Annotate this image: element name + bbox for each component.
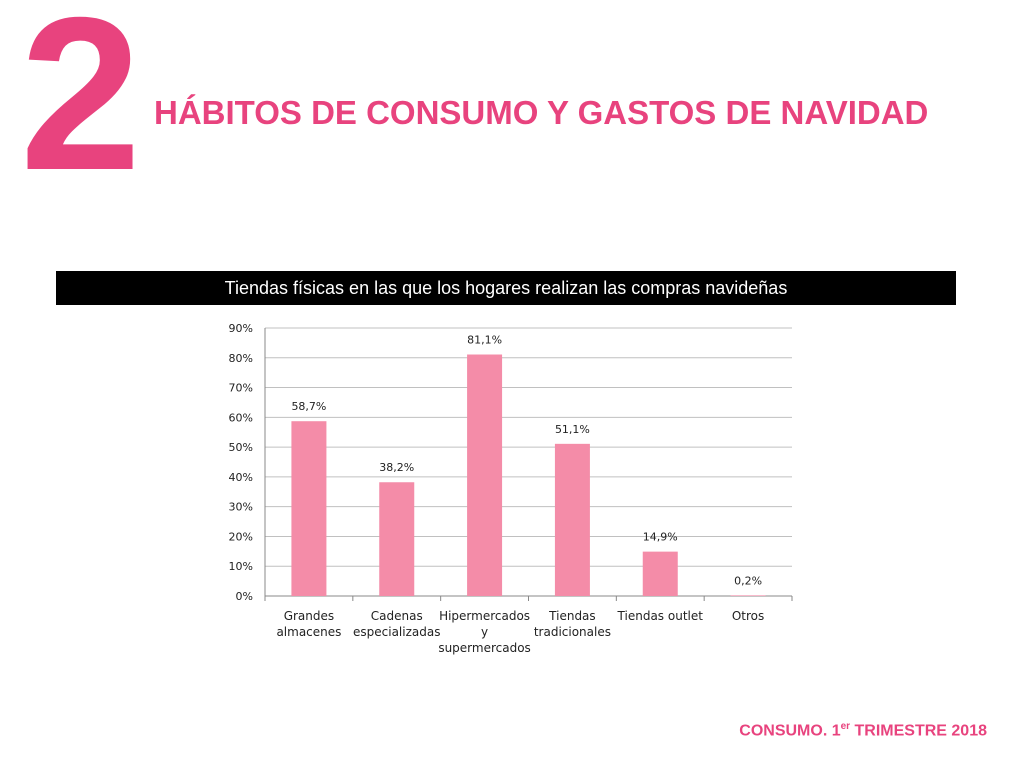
bar [291, 421, 327, 596]
data-label: 0,2% [734, 574, 762, 587]
bar [642, 551, 678, 596]
x-tick-label: Hipermercados [439, 609, 530, 623]
y-tick-label: 80% [229, 352, 253, 365]
footer-suffix: TRIMESTRE 2018 [850, 722, 988, 740]
y-tick-label: 40% [229, 471, 253, 484]
data-label: 58,7% [291, 400, 326, 413]
y-tick-label: 0% [236, 590, 253, 603]
bar [379, 482, 415, 596]
bar [554, 443, 590, 596]
x-tick-label: Grandes [284, 609, 334, 623]
y-tick-label: 50% [229, 441, 253, 454]
section-number: 2 [20, 0, 141, 216]
x-tick-label: Tiendas outlet [617, 609, 704, 623]
data-label: 14,9% [643, 531, 678, 544]
y-tick-label: 70% [229, 382, 253, 395]
data-label: 81,1% [467, 334, 502, 347]
x-tick-label: Otros [732, 609, 764, 623]
bar [467, 354, 503, 596]
y-tick-label: 20% [229, 530, 253, 543]
footer-label: CONSUMO. 1er TRIMESTRE 2018 [739, 721, 987, 740]
x-tick-label: Cadenas [371, 609, 423, 623]
data-label: 51,1% [555, 423, 590, 436]
data-label: 38,2% [379, 461, 414, 474]
footer-superscript: er [840, 721, 851, 732]
page-title: HÁBITOS DE CONSUMO Y GASTOS DE NAVIDAD [154, 94, 929, 131]
y-tick-label: 10% [229, 560, 253, 573]
y-tick-label: 90% [229, 322, 253, 335]
chart-title: Tiendas físicas en las que los hogares r… [56, 271, 956, 305]
x-tick-label: almacenes [276, 625, 341, 639]
y-tick-label: 30% [229, 501, 253, 514]
x-tick-label: y [481, 625, 488, 639]
x-tick-label: especializadas [353, 625, 440, 639]
x-tick-label: tradicionales [534, 625, 611, 639]
x-tick-label: supermercados [438, 641, 530, 655]
x-tick-label: Tiendas [548, 609, 596, 623]
footer-prefix: CONSUMO. 1 [739, 722, 841, 740]
y-tick-label: 60% [229, 411, 253, 424]
bar [730, 595, 766, 596]
